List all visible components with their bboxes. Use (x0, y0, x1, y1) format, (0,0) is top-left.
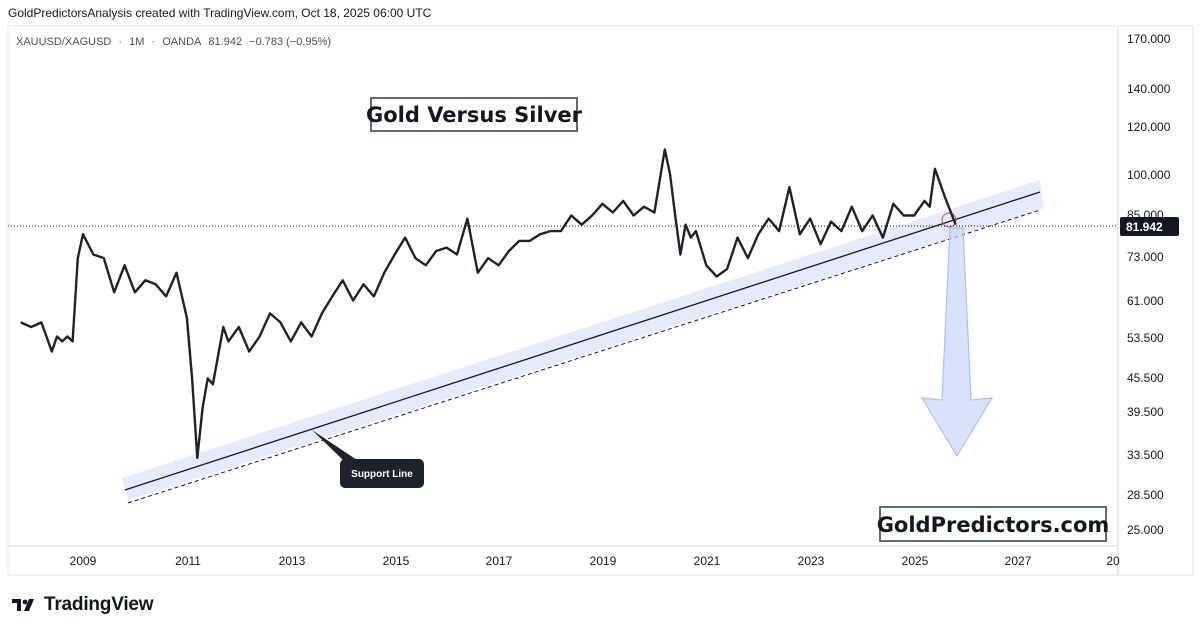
symbol-source: OANDA (162, 36, 202, 48)
callout-box (340, 459, 424, 488)
y-tick: 140.000 (1127, 82, 1171, 96)
lower-channel-line[interactable] (127, 209, 1041, 504)
symbol-interval: 1M (129, 36, 145, 48)
last-price-value: 81.942 (1126, 220, 1163, 234)
price-chart[interactable]: Support Line Gold Versus Silver GoldPred… (0, 0, 1200, 590)
support-channel-band (122, 180, 1044, 500)
x-tick: 2021 (694, 554, 721, 568)
x-tick: 2019 (590, 554, 617, 568)
y-tick: 170.000 (1127, 32, 1171, 46)
tradingview-logo[interactable]: TradingView (12, 594, 154, 616)
y-tick: 61.000 (1127, 294, 1164, 308)
watermark-border (879, 506, 1107, 542)
y-tick: 100.000 (1127, 168, 1171, 182)
y-tick: 120.000 (1127, 120, 1171, 134)
y-axis: 170.000 140.000 120.000 100.000 85.000 7… (1127, 32, 1171, 537)
support-line-callout: Support Line (312, 430, 424, 488)
y-tick: 33.500 (1127, 448, 1164, 462)
chart-title-box: Gold Versus Silver (366, 97, 583, 132)
symbol-legend[interactable]: XAUUSD/XAGUSD · 1M · OANDA 81.942 −0.783… (16, 36, 335, 48)
symbol-sep-1: · (118, 36, 123, 48)
symbol-pair: XAUUSD/XAGUSD (16, 36, 112, 48)
title-border (370, 97, 578, 132)
y-tick: 25.000 (1127, 523, 1164, 537)
chart-attribution: GoldPredictorsAnalysis created with Trad… (8, 6, 432, 20)
x-tick: 2025 (902, 554, 929, 568)
y-tick: 28.500 (1127, 488, 1164, 502)
chart-title: Gold Versus Silver (366, 103, 583, 127)
symbol-sep-2: · (151, 36, 156, 48)
support-line[interactable] (124, 191, 1041, 491)
y-tick: 45.500 (1127, 371, 1164, 385)
x-tick: 20 (1106, 554, 1120, 568)
callout-text: Support Line (351, 469, 413, 480)
x-tick: 2009 (70, 554, 97, 568)
watermark-box: GoldPredictors.com (877, 506, 1110, 542)
watermark-text: GoldPredictors.com (877, 513, 1110, 537)
x-tick: 2013 (279, 554, 306, 568)
tradingview-icon (12, 599, 34, 611)
symbol-change: −0.783 (−0.95%) (249, 36, 332, 48)
last-price-bg (1120, 217, 1179, 236)
tradingview-wordmark: TradingView (44, 594, 154, 615)
x-tick: 2027 (1005, 554, 1032, 568)
down-arrow (920, 227, 994, 458)
breakdown-marker[interactable] (941, 212, 957, 228)
y-tick: 39.500 (1127, 405, 1164, 419)
symbol-last: 81.942 (208, 36, 243, 48)
x-tick: 2023 (798, 554, 825, 568)
y-tick: 73.000 (1127, 250, 1164, 264)
x-tick: 2011 (175, 554, 201, 568)
y-tick: 53.500 (1127, 331, 1164, 345)
x-tick: 2017 (486, 554, 513, 568)
last-price-tag: 81.942 (1120, 217, 1179, 236)
price-series-line[interactable] (20, 148, 957, 460)
x-axis: 2009 2011 2013 2015 2017 2019 2021 2023 … (70, 554, 1120, 568)
x-tick: 2015 (383, 554, 410, 568)
callout-pointer (312, 430, 360, 462)
